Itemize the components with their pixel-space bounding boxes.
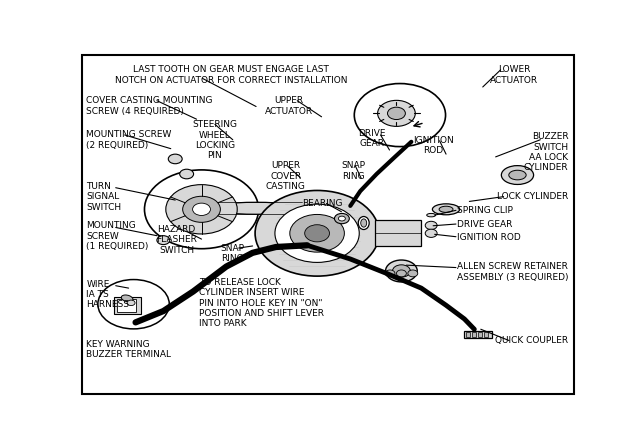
Text: MOUNTING SCREW
(2 REQUIRED): MOUNTING SCREW (2 REQUIRED): [86, 130, 172, 150]
Ellipse shape: [122, 295, 133, 302]
Circle shape: [396, 270, 406, 277]
Text: LOCK CYLINDER: LOCK CYLINDER: [497, 192, 568, 201]
Circle shape: [180, 169, 193, 179]
Bar: [114, 297, 141, 315]
Ellipse shape: [361, 219, 367, 227]
Text: WIRE
IA TS
HARNESS: WIRE IA TS HARNESS: [86, 279, 129, 309]
Text: BEARING: BEARING: [302, 199, 342, 208]
Bar: [478, 332, 482, 337]
Text: DRIVE GEAR: DRIVE GEAR: [457, 219, 513, 229]
Text: TURN
SIGNAL
SWITCH: TURN SIGNAL SWITCH: [86, 182, 122, 212]
Ellipse shape: [427, 214, 436, 217]
Text: STEERING
WHEEL
LOCKING
PIN: STEERING WHEEL LOCKING PIN: [193, 120, 237, 160]
Ellipse shape: [509, 170, 526, 180]
Ellipse shape: [358, 217, 369, 230]
Circle shape: [425, 221, 437, 230]
Circle shape: [193, 203, 211, 215]
Text: LAST TOOTH ON GEAR MUST ENGAGE LAST
NOTCH ON ACTUATOR FOR CORRECT INSTALLATION: LAST TOOTH ON GEAR MUST ENGAGE LAST NOTC…: [115, 65, 348, 85]
Circle shape: [255, 190, 379, 276]
Text: IGNITION
ROD: IGNITION ROD: [413, 136, 454, 155]
Text: HAZARD
FLASHER
SWITCH: HAZARD FLASHER SWITCH: [156, 225, 197, 255]
Text: UPPER
COVER
CASTING: UPPER COVER CASTING: [266, 162, 306, 191]
Circle shape: [425, 229, 437, 237]
Circle shape: [275, 204, 359, 263]
Bar: [375, 220, 420, 246]
Circle shape: [355, 84, 445, 146]
Circle shape: [157, 236, 170, 245]
Bar: [484, 332, 488, 337]
Circle shape: [290, 214, 344, 252]
Text: DRIVE
GEAR: DRIVE GEAR: [358, 129, 385, 148]
Text: SNAP
RING: SNAP RING: [342, 162, 366, 181]
Text: KEY WARNING
BUZZER TERMINAL: KEY WARNING BUZZER TERMINAL: [86, 340, 172, 359]
Circle shape: [385, 260, 417, 282]
Text: LOWER
ACTUATOR: LOWER ACTUATOR: [490, 65, 538, 85]
Circle shape: [145, 170, 259, 249]
Ellipse shape: [433, 204, 460, 215]
Text: BUZZER
SWITCH
AA LOCK
CYLINDER: BUZZER SWITCH AA LOCK CYLINDER: [524, 132, 568, 172]
Ellipse shape: [501, 166, 534, 185]
Circle shape: [168, 154, 182, 164]
Bar: [116, 299, 136, 312]
Text: QUICK COUPLER: QUICK COUPLER: [495, 336, 568, 345]
Circle shape: [408, 270, 418, 277]
Circle shape: [385, 270, 395, 277]
Circle shape: [166, 185, 237, 234]
Circle shape: [127, 300, 135, 306]
Circle shape: [305, 225, 330, 242]
Text: TO RELEASE LOCK
CYLINDER INSERT WIRE
PIN INTO HOLE KEY IN "ON"
POSITION AND SHIF: TO RELEASE LOCK CYLINDER INSERT WIRE PIN…: [199, 278, 324, 328]
Circle shape: [392, 265, 410, 277]
Circle shape: [335, 214, 349, 224]
Text: UPPER
ACTUATOR: UPPER ACTUATOR: [265, 96, 314, 116]
Bar: [472, 332, 476, 337]
Circle shape: [339, 216, 346, 221]
Circle shape: [182, 196, 220, 222]
Circle shape: [378, 100, 415, 126]
Text: SPRING CLIP: SPRING CLIP: [457, 206, 513, 215]
Bar: [466, 332, 470, 337]
Ellipse shape: [208, 202, 305, 214]
Circle shape: [388, 107, 405, 120]
Ellipse shape: [439, 206, 453, 212]
Text: COVER CASTING MOUNTING
SCREW (4 REQUIRED): COVER CASTING MOUNTING SCREW (4 REQUIRED…: [86, 96, 213, 116]
Text: IGNITION ROD: IGNITION ROD: [457, 233, 521, 242]
Text: MOUNTING
SCREW
(1 REQUIRED): MOUNTING SCREW (1 REQUIRED): [86, 221, 149, 251]
Text: SNAP
RING: SNAP RING: [221, 243, 244, 263]
Circle shape: [98, 279, 169, 329]
Bar: [465, 331, 492, 339]
Text: ALLEN SCREW RETAINER
ASSEMBLY (3 REQUIRED): ALLEN SCREW RETAINER ASSEMBLY (3 REQUIRE…: [457, 263, 568, 282]
